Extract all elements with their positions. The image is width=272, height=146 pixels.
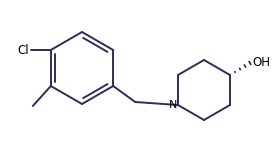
Text: OH: OH bbox=[252, 57, 270, 69]
Text: Cl: Cl bbox=[17, 44, 29, 57]
Text: N: N bbox=[169, 100, 177, 110]
